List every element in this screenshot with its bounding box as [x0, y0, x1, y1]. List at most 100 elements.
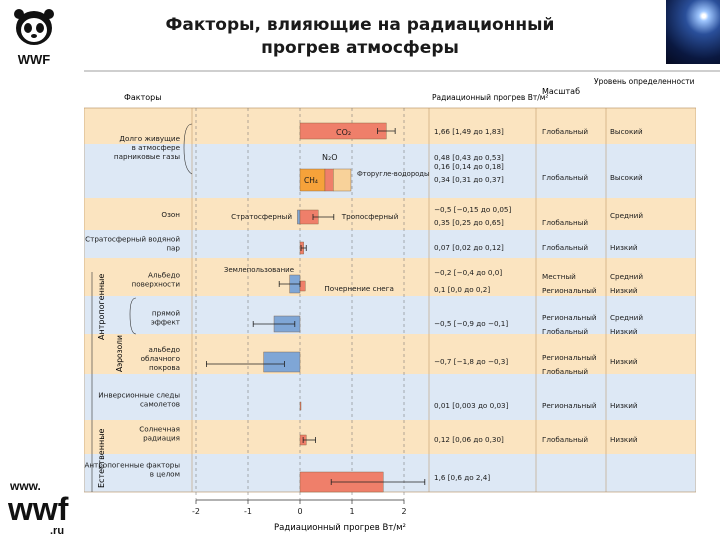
level-value: Низкий [610, 357, 638, 366]
forcing-value: −0,2 [−0,4 до 0,0] [434, 268, 502, 277]
factor-label-line: в целом [150, 470, 180, 479]
grid-lines [191, 108, 607, 500]
forcing-value: 0,01 [0,003 до 0,03] [434, 401, 509, 410]
factor-label-line: самолетов [140, 400, 180, 409]
factor-label-line: прямой [152, 309, 180, 318]
ghg-brace [183, 123, 193, 175]
factor-label-line: Альбедо [148, 271, 180, 280]
chart-rows: Долго живущие в атмосфере парниковые газы C… [84, 122, 644, 493]
radiative-forcing-chart: Факторы Радиационный прогрев Вт/м² Масшт… [84, 77, 696, 533]
forcing-value: 0,34 [0,31 до 0,37] [434, 175, 504, 184]
row-bands [84, 107, 696, 493]
row-band [84, 144, 696, 198]
level-value: Высокий [610, 127, 643, 136]
factor-label: Антропогенные факторы в целом [84, 461, 180, 479]
factor-label-line: Антропогенные факторы [84, 461, 180, 470]
title-divider [84, 70, 720, 72]
scale-value: Глобальный [542, 173, 588, 182]
x-axis: -2 -1 0 1 2 [192, 499, 407, 516]
factor-label: Солнечная радиация [139, 425, 180, 443]
scale-value: Глобальный [542, 218, 588, 227]
row-band [84, 334, 696, 374]
row-band [84, 258, 696, 296]
header-forcing: Радиационный прогрев Вт/м² [432, 93, 548, 102]
factor-label-line: Солнечная [139, 425, 180, 434]
row-total: Антропогенные факторы в целом 1,6 [0,6 до … [84, 461, 490, 493]
scale-value: Региональный [542, 286, 597, 295]
bar-ozone-strat [297, 209, 301, 225]
row-surface-albedo: Альбедо поверхности Землепользование Почерн… [132, 266, 644, 295]
bar-label-strat: Стратосферный [231, 212, 292, 221]
row-band [84, 230, 696, 258]
header-level: Уровень определенности научных знаний [594, 77, 696, 86]
logo-text: WWF [18, 52, 51, 67]
scale-value: Глобальный [542, 243, 588, 252]
factor-label-line: поверхности [132, 280, 181, 289]
wwf-web-logo: www. wwf .ru [8, 479, 69, 537]
factor-label-line: эффект [151, 318, 180, 327]
title-line-1: Факторы, влияющие на радиационный [165, 15, 555, 35]
scale-value: Местный [542, 272, 576, 281]
row-band [84, 296, 696, 334]
bar-fgas [333, 168, 352, 192]
group-labels: Антропогенные Естественные Аэрозоли [91, 123, 193, 492]
forcing-value: 0,48 [0,43 до 0,53] [434, 153, 504, 162]
row-band [84, 198, 696, 230]
scale-value: Региональный [542, 313, 597, 322]
bar-label-land-use: Землепользование [224, 266, 294, 274]
level-value: Низкий [610, 286, 638, 295]
x-tick-label: 2 [401, 507, 406, 516]
factor-label: прямой эффект [151, 309, 181, 327]
scale-value: Глобальный [542, 327, 588, 336]
level-value: Низкий [610, 327, 638, 336]
x-axis-label: Радиационный прогрев Вт/м² [274, 523, 406, 533]
bar-label-trop: Тропосферный [341, 212, 399, 221]
row-band [84, 454, 696, 492]
factor-label-line: Инверсионные следы [98, 391, 180, 400]
level-value: Низкий [610, 435, 638, 444]
scale-value: Глобальный [542, 367, 588, 376]
bar-n2o [324, 168, 334, 192]
header-scale: Масштаб [542, 87, 580, 96]
bar-label-n2o: N₂O [322, 153, 338, 162]
row-aerosol-direct: прямой эффект −0,5 [−0,9 до −0,1] Региональ… [151, 309, 644, 337]
forcing-value: −0,5 [−0,15 до 0,05] [434, 205, 512, 214]
bar-cloud-albedo [263, 351, 301, 373]
web-logo-line-3: .ru [50, 525, 64, 537]
web-logo-line-2: wwf [8, 491, 69, 527]
plot-border [84, 107, 696, 493]
factor-label-line: облачного [141, 354, 180, 363]
x-tick-label: -1 [244, 507, 252, 516]
page-title: Факторы, влияющие на радиационный прогре… [100, 14, 620, 60]
row-contrails: Инверсионные следы самолетов 0,01 [0,003 д… [98, 391, 638, 411]
forcing-value: 0,1 [0,0 до 0,2] [434, 285, 490, 294]
row-band [84, 420, 696, 454]
level-value: Высокий [610, 173, 643, 182]
scale-value: Региональный [542, 401, 597, 410]
row-ozone: Озон Стратосферный Тропосферный −0,5 [−0,15… [161, 205, 643, 227]
aerosol-brace [129, 297, 137, 335]
header-factors: Факторы [124, 93, 162, 102]
scale-value: Глобальный [542, 127, 588, 136]
forcing-value: 1,6 [0,6 до 2,4] [434, 473, 490, 482]
factor-label: Инверсионные следы самолетов [98, 391, 180, 409]
forcing-value: 0,12 [0,06 до 0,30] [434, 435, 504, 444]
title-line-2: прогрев атмосферы [261, 38, 459, 58]
factor-label: альбедо облачного покрова [141, 345, 180, 372]
row-ghg: Долго живущие в атмосфере парниковые газы C… [114, 122, 643, 192]
space-image [666, 0, 720, 64]
factor-label-line: радиация [143, 434, 180, 443]
row-water-vapour: Стратосферный водяной пар 0,07 [0,02 до 0,… [85, 235, 638, 255]
bar-label-snow: Почернение снега [324, 284, 394, 293]
x-tick-label: 0 [297, 507, 302, 516]
bar-snow [299, 280, 306, 292]
bar-contrails [299, 401, 302, 411]
factor-label-line: покрова [149, 363, 180, 372]
level-value: Низкий [610, 243, 638, 252]
forcing-value: 0,16 [0,14 до 0,18] [434, 162, 504, 171]
level-value: Средний [610, 272, 643, 281]
factor-label-line: пар [166, 244, 180, 253]
group-label-natural: Естественные [97, 428, 106, 488]
group-label-anthropogenic: Антропогенные [97, 274, 106, 340]
row-solar: Солнечная радиация 0,12 [0,06 до 0,30] Глоб… [139, 425, 638, 446]
